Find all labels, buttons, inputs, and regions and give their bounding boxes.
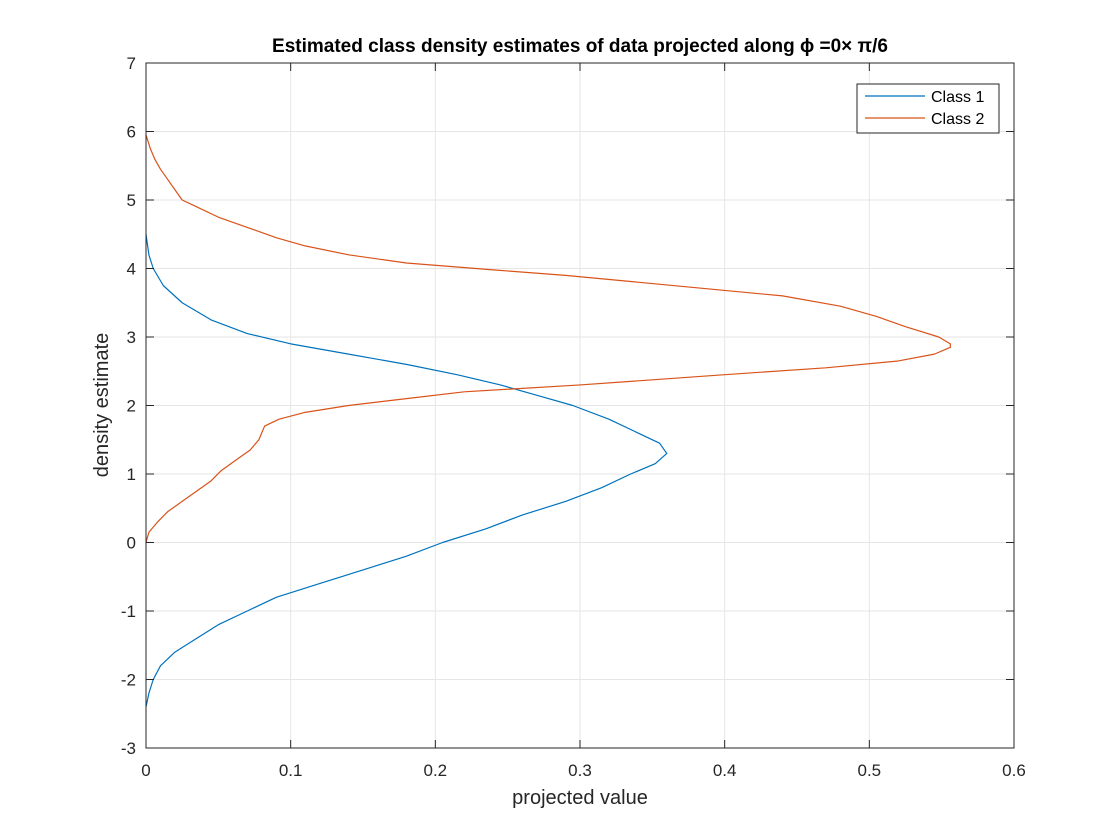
x-tick-label: 0 xyxy=(141,761,150,780)
x-tick-label: 0.5 xyxy=(858,761,882,780)
y-tick-label: -2 xyxy=(121,671,136,690)
y-tick-label: 5 xyxy=(127,191,136,210)
series-line-class-2 xyxy=(145,134,951,543)
y-tick-label: 1 xyxy=(127,465,136,484)
series-lines xyxy=(145,134,951,708)
y-tick-label: -3 xyxy=(121,739,136,758)
y-tick-label: 3 xyxy=(127,328,136,347)
x-tick-label: 0.4 xyxy=(713,761,737,780)
series-line-class-1 xyxy=(145,234,668,708)
y-tick-label: -1 xyxy=(121,602,136,621)
x-tick-label: 0.2 xyxy=(424,761,448,780)
legend-label-class-2: Class 2 xyxy=(931,111,984,128)
legend: Class 1 Class 2 xyxy=(856,83,1000,134)
x-tick-label: 0.1 xyxy=(279,761,303,780)
y-tick-label: 0 xyxy=(127,534,136,553)
legend-box xyxy=(856,83,1000,134)
y-tick-label: 6 xyxy=(127,123,136,142)
chart-title: Estimated class density estimates of dat… xyxy=(272,36,888,57)
y-axis-label: density estimate xyxy=(91,333,113,478)
legend-label-class-1: Class 1 xyxy=(931,89,984,106)
y-tick-label: 4 xyxy=(127,260,136,279)
x-tick-label: 0.6 xyxy=(1002,761,1026,780)
y-tick-label: 7 xyxy=(127,54,136,73)
y-tick-label: 2 xyxy=(127,397,136,416)
axis-ticks: 0 0.1 0.2 0.3 0.4 0.5 0.6 -3 -2 -1 0 1 2 3 4 5 6 7 xyxy=(121,54,1026,780)
x-axis-label: projected value xyxy=(512,787,648,809)
x-tick-label: 0.3 xyxy=(568,761,592,780)
